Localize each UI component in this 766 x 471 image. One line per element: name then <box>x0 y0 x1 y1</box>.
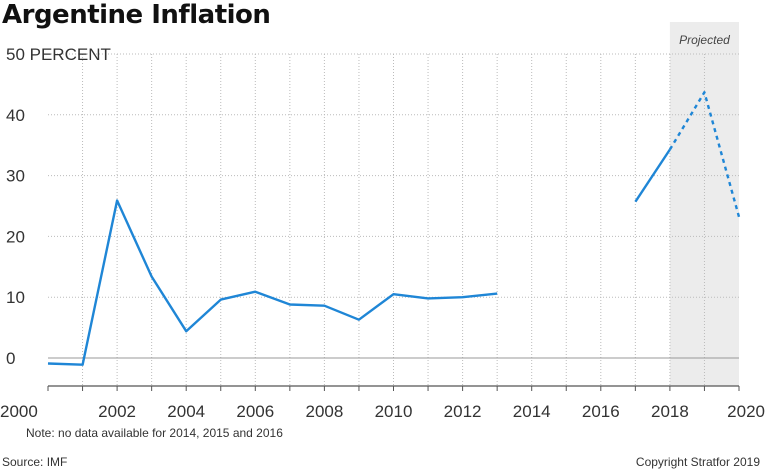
y-tick-label: 30 <box>6 167 25 186</box>
chart-title: Argentine Inflation <box>2 0 271 30</box>
x-tick-label: 2002 <box>98 402 136 421</box>
x-tick-label: 2020 <box>727 402 765 421</box>
y-tick-label: 20 <box>6 227 25 246</box>
x-tick-label: 2012 <box>444 402 482 421</box>
x-tick-label: 2000 <box>0 402 38 421</box>
y-tick-label: 10 <box>6 288 25 307</box>
chart-note: Note: no data available for 2014, 2015 a… <box>26 426 283 440</box>
source-label: Source: IMF <box>2 455 68 469</box>
projected-label: Projected <box>679 33 730 47</box>
copyright-label: Copyright Stratfor 2019 <box>635 455 760 469</box>
y-tick-label: 50 PERCENT <box>6 45 111 64</box>
y-tick-label: 0 <box>6 349 15 368</box>
x-tick-label: 2018 <box>651 402 689 421</box>
inflation-series-line <box>634 148 671 203</box>
x-tick-label: 2014 <box>513 402 551 421</box>
y-tick-label: 40 <box>6 106 25 125</box>
x-tick-label: 2004 <box>167 402 205 421</box>
inflation-series-line <box>47 199 498 366</box>
x-tick-label: 2010 <box>375 402 413 421</box>
x-tick-label: 2016 <box>582 402 620 421</box>
x-tick-label: 2006 <box>236 402 274 421</box>
x-tick-label: 2008 <box>305 402 343 421</box>
